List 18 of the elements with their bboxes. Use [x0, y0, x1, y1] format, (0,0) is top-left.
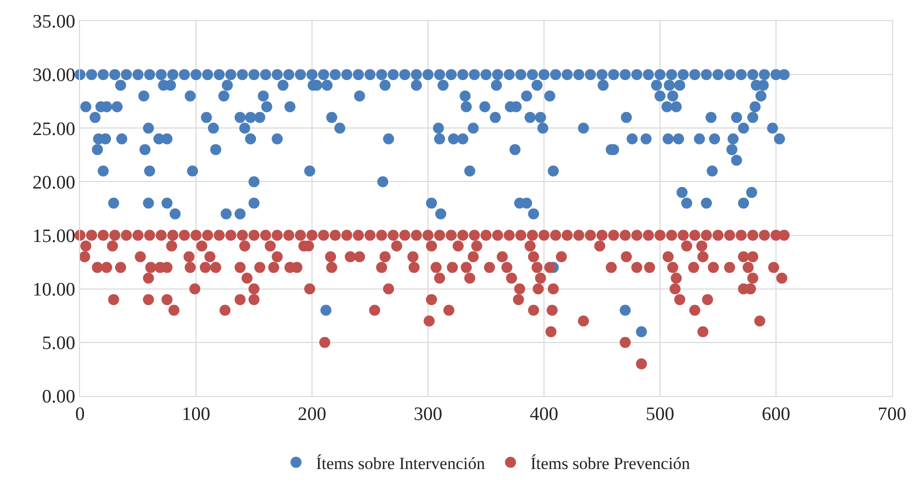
y-tick-label: 0.00 [42, 386, 76, 408]
x-tick-label: 700 [878, 404, 906, 425]
x-tick-label: 400 [530, 404, 558, 425]
x-tick-label: 600 [762, 404, 790, 425]
y-tick-label: 35.00 [32, 12, 76, 33]
legend-label: Ítems sobre Intervención [316, 454, 486, 473]
x-tick-label: 300 [414, 404, 442, 425]
legend-label: Ítems sobre Prevención [530, 454, 691, 473]
y-tick-label: 5.00 [42, 333, 76, 354]
y-tick-label: 15.00 [32, 226, 76, 247]
x-tick-label: 0 [75, 404, 85, 425]
y-tick-label: 10.00 [32, 280, 76, 301]
x-tick-label: 200 [298, 404, 326, 425]
y-tick-label: 30.00 [32, 65, 76, 86]
x-tick-label: 100 [182, 404, 210, 425]
y-tick-label: 25.00 [32, 118, 76, 140]
y-tick-label: 20.00 [32, 172, 76, 194]
x-tick-label: 500 [646, 404, 674, 425]
